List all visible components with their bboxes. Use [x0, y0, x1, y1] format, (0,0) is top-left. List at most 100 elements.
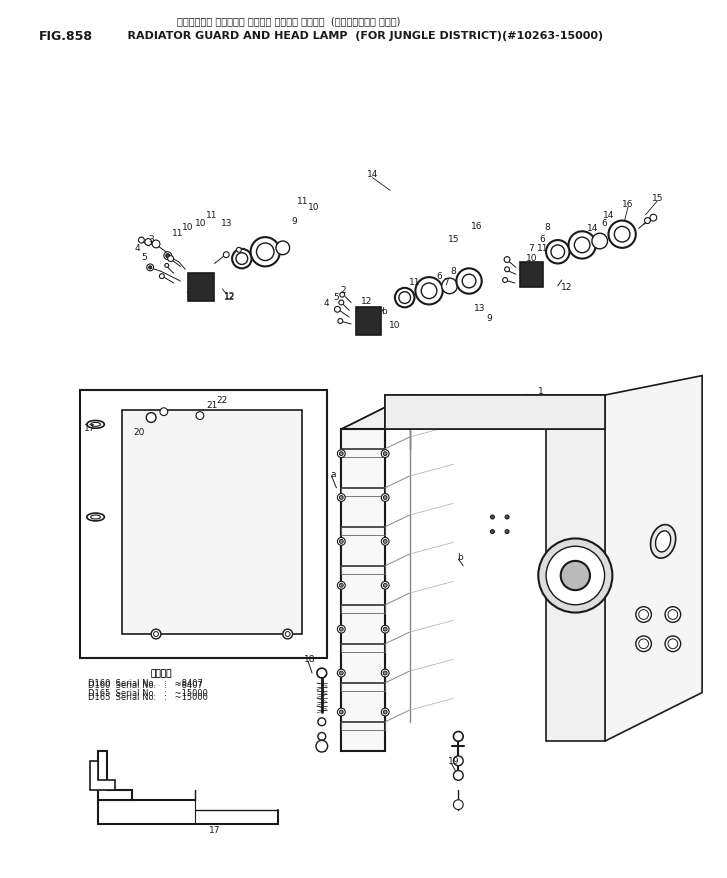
Circle shape	[457, 269, 482, 294]
Ellipse shape	[91, 423, 100, 427]
Circle shape	[147, 264, 153, 271]
Text: D165  Serial No.   :   ~15000: D165 Serial No. : ~15000	[88, 692, 208, 702]
Circle shape	[569, 232, 596, 259]
Bar	[188, 274, 214, 301]
Circle shape	[636, 607, 651, 623]
Circle shape	[318, 732, 326, 740]
Circle shape	[340, 628, 343, 631]
Circle shape	[639, 639, 648, 649]
Text: 4: 4	[324, 299, 329, 307]
Text: 11: 11	[409, 278, 420, 287]
Text: 14: 14	[587, 224, 598, 233]
Circle shape	[146, 414, 156, 423]
Ellipse shape	[91, 515, 100, 520]
Circle shape	[337, 709, 345, 716]
Circle shape	[276, 241, 289, 255]
Circle shape	[381, 494, 389, 502]
Polygon shape	[605, 376, 702, 741]
Text: 適用年度: 適用年度	[150, 669, 172, 678]
Text: 21: 21	[206, 401, 217, 410]
Text: 13: 13	[474, 304, 486, 313]
Circle shape	[636, 637, 651, 651]
Text: 10: 10	[182, 223, 193, 232]
Circle shape	[415, 277, 443, 305]
Circle shape	[502, 278, 507, 283]
Text: b: b	[457, 552, 463, 561]
Circle shape	[665, 607, 680, 623]
Text: 6: 6	[436, 271, 442, 280]
Circle shape	[337, 494, 345, 502]
Text: 11: 11	[172, 228, 183, 237]
Circle shape	[592, 234, 608, 249]
Circle shape	[338, 320, 342, 324]
Text: 15: 15	[651, 193, 663, 203]
Circle shape	[317, 668, 326, 678]
Circle shape	[236, 248, 241, 253]
Text: 19: 19	[448, 757, 459, 766]
Text: 18: 18	[305, 654, 316, 663]
Circle shape	[340, 293, 345, 298]
Circle shape	[383, 540, 387, 543]
Circle shape	[383, 496, 387, 500]
Circle shape	[454, 731, 463, 741]
Circle shape	[316, 740, 328, 752]
Circle shape	[462, 275, 476, 289]
Text: 9: 9	[292, 217, 297, 226]
Circle shape	[232, 249, 252, 269]
Polygon shape	[97, 752, 132, 800]
Text: 11: 11	[297, 197, 308, 205]
Text: 10: 10	[526, 254, 537, 263]
Polygon shape	[546, 429, 605, 741]
Circle shape	[381, 625, 389, 633]
Text: 6: 6	[602, 219, 608, 227]
Text: 16: 16	[471, 221, 483, 231]
Circle shape	[454, 771, 463, 781]
Text: 9: 9	[486, 313, 492, 322]
Text: 8: 8	[545, 223, 550, 232]
Circle shape	[340, 672, 343, 675]
Text: 1: 1	[538, 386, 544, 395]
Circle shape	[283, 630, 292, 639]
Text: 8: 8	[451, 267, 457, 276]
Circle shape	[168, 256, 174, 263]
Text: 11: 11	[206, 211, 217, 220]
Circle shape	[442, 279, 457, 294]
Circle shape	[340, 710, 343, 714]
Circle shape	[383, 672, 387, 675]
Circle shape	[381, 450, 389, 458]
Circle shape	[166, 255, 169, 258]
Circle shape	[491, 530, 494, 534]
Text: FIG.858: FIG.858	[39, 30, 93, 43]
Text: 10: 10	[195, 219, 206, 227]
Circle shape	[383, 452, 387, 456]
Polygon shape	[385, 396, 605, 429]
Circle shape	[381, 669, 389, 677]
Text: 11: 11	[537, 244, 549, 253]
Text: 5: 5	[142, 253, 147, 262]
Ellipse shape	[87, 421, 105, 428]
Ellipse shape	[656, 531, 671, 552]
Circle shape	[546, 241, 569, 264]
Circle shape	[236, 254, 248, 265]
Circle shape	[504, 257, 510, 263]
Circle shape	[340, 584, 343, 587]
Text: 14: 14	[367, 170, 378, 179]
Circle shape	[339, 300, 344, 306]
Text: 4: 4	[134, 244, 140, 253]
Text: 15: 15	[448, 234, 459, 243]
Polygon shape	[385, 396, 605, 429]
Text: 13: 13	[220, 219, 232, 227]
Text: 12: 12	[561, 283, 572, 292]
Circle shape	[334, 307, 340, 313]
Text: 17: 17	[84, 423, 95, 432]
Circle shape	[165, 264, 169, 268]
Circle shape	[340, 452, 343, 456]
Circle shape	[491, 515, 494, 520]
Text: 2: 2	[340, 286, 346, 295]
Circle shape	[546, 547, 605, 605]
Circle shape	[668, 610, 678, 620]
Text: D165  Serial No.   :   ~15000: D165 Serial No. : ~15000	[88, 688, 208, 697]
Circle shape	[668, 639, 678, 649]
Polygon shape	[122, 410, 302, 634]
Circle shape	[196, 412, 204, 420]
